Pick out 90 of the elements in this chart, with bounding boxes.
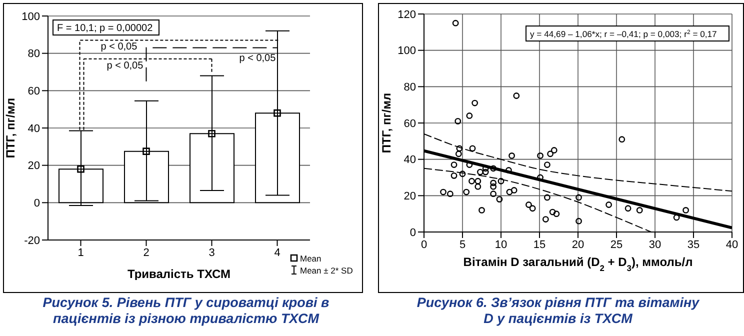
point: [446, 190, 454, 198]
annotation: y = 44,69 – 1,06*x; r = –0,41; p = 0,003; r$^{2}$ = 0,17: [530, 29, 718, 39]
point: [576, 218, 582, 224]
y-tick-label: 80: [404, 82, 416, 94]
y-tick-label: 40: [28, 122, 40, 135]
y-tick-label: 0: [34, 198, 40, 210]
point: [490, 165, 496, 172]
point: [455, 150, 462, 158]
point: [490, 183, 496, 190]
y-tick-label: 40: [404, 154, 416, 166]
point: [526, 202, 532, 208]
x-tick-label: 40: [726, 238, 738, 251]
x-tick-label: 35: [687, 238, 700, 251]
point: [549, 208, 556, 216]
point: [544, 162, 550, 168]
point: [459, 170, 466, 178]
point: [544, 194, 550, 201]
point: [474, 183, 482, 190]
point: [472, 100, 478, 106]
point: [618, 136, 626, 143]
y-tick-label: 0: [410, 226, 416, 239]
x-tick-label: 30: [648, 238, 662, 251]
x-tick-label: 4: [274, 246, 280, 259]
legend-label: Mean: [300, 254, 322, 264]
y-tick-label: 80: [28, 48, 40, 60]
point: [576, 194, 582, 201]
point: [440, 188, 446, 196]
point: [506, 188, 513, 196]
y-axis-title: ПТГ, пг/мл: [379, 92, 394, 154]
point: [490, 180, 496, 186]
text: Рисунок 6. Зв’язок рівня ПТГ та вітаміну D у пацієнтів із ТХСМ: [416, 295, 700, 327]
point: [490, 190, 496, 198]
point: [550, 147, 558, 154]
x-tick-label: 25: [610, 238, 623, 251]
point: [469, 145, 476, 152]
point: [456, 145, 463, 152]
y-tick-label: 20: [28, 160, 40, 172]
point: [274, 109, 281, 117]
x-tick-label: 2: [143, 246, 150, 259]
point: [477, 168, 484, 176]
annotation: F = 10,1; p = 0,00002: [57, 23, 154, 34]
point: [682, 207, 689, 214]
text: Рисунок 5. Рівень ПТГ у сироватці крові в пацієнтів із різною тривалістю ТХСМ: [42, 295, 330, 327]
y-tick-label: 100: [398, 45, 416, 58]
point: [474, 178, 482, 184]
point: [468, 178, 475, 184]
point: [513, 92, 520, 99]
point: [482, 168, 489, 176]
point: [606, 202, 612, 208]
point: [547, 150, 554, 158]
x-tick-label: 15: [533, 238, 546, 251]
point: [450, 172, 458, 179]
x-tick-label: 5: [459, 238, 466, 251]
point: [624, 205, 632, 212]
text: Mean ± 2* SD: [300, 266, 353, 276]
y-tick-label: 20: [404, 190, 416, 203]
point: [466, 112, 473, 119]
point: [498, 178, 504, 184]
point: [463, 188, 470, 196]
y-tick-label: 120: [398, 8, 416, 21]
x-tick-label: 10: [494, 238, 508, 251]
y-tick-label: -20: [24, 234, 40, 247]
x-tick-label: 20: [572, 238, 584, 251]
x-tick-label: 1: [78, 246, 84, 259]
point: [452, 20, 459, 26]
point: [450, 162, 458, 168]
point: [553, 210, 560, 218]
point: [508, 152, 515, 159]
x-tick-label: 3: [208, 246, 215, 259]
y-tick-label: 60: [404, 118, 416, 130]
point: [496, 196, 503, 202]
point: [142, 148, 150, 155]
annotation: p < 0,05: [100, 42, 138, 53]
point: [454, 118, 462, 124]
point: [673, 214, 680, 221]
point: [542, 216, 549, 222]
y-axis-title: ПТГ, пг/мл: [3, 98, 18, 158]
point: [478, 207, 485, 214]
point: [537, 152, 544, 159]
point: [636, 207, 643, 214]
x-tick-label: 0: [420, 238, 428, 251]
x-axis-title: Вітамін D загальний (D$_{2}$ + D$_{3}$), ммоль/л: [463, 255, 693, 273]
y-tick-label: 60: [28, 86, 40, 98]
point: [208, 130, 216, 138]
point: [529, 205, 536, 212]
annotation: p < 0,05: [239, 52, 276, 64]
y-tick-label: 100: [22, 10, 40, 23]
annotation: p < 0,05: [106, 60, 144, 72]
point: [77, 165, 84, 173]
point: [510, 187, 518, 194]
